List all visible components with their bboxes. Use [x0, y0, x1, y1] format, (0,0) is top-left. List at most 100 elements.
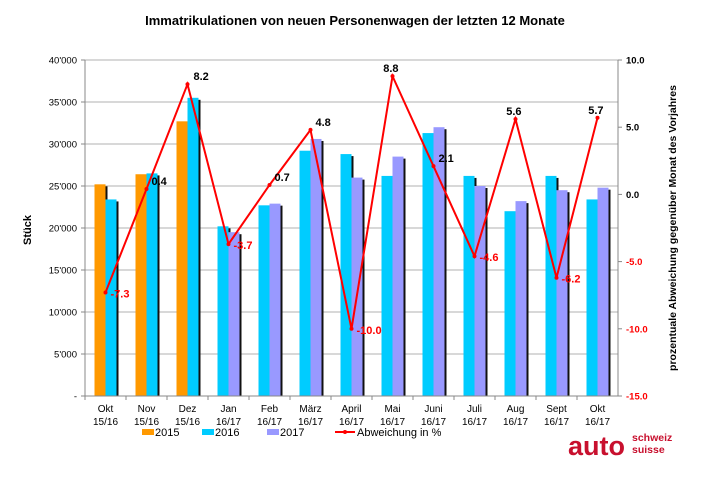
deviation-point: [595, 115, 600, 120]
bar-2016: [586, 199, 598, 396]
deviation-point: [226, 242, 231, 247]
legend-swatch-2016: [202, 429, 214, 435]
x-tick-label: Juli: [467, 404, 482, 415]
bar-2016: [146, 173, 158, 396]
x-tick-label-season: 15/16: [175, 417, 200, 428]
bar-2015: [135, 174, 147, 396]
y-tick-label: 20'000: [49, 224, 77, 235]
legend-label-2015: 2015: [155, 427, 179, 439]
deviation-label: -4.6: [480, 252, 499, 264]
bar-2017: [228, 232, 240, 396]
y2-tick-label: 5.0: [626, 123, 639, 134]
x-tick-label: März: [299, 404, 321, 415]
deviation-point: [554, 275, 559, 280]
deviation-label: 5.6: [506, 106, 521, 118]
bar-2016: [422, 133, 434, 396]
deviation-label: -3.7: [234, 240, 253, 252]
deviation-label: 0.7: [275, 172, 290, 184]
x-tick-label-season: 16/17: [503, 417, 528, 428]
deviation-label: 2.1: [439, 153, 454, 165]
logo-main: auto: [568, 431, 625, 461]
bar-2016: [105, 199, 117, 396]
x-tick-label-season: 16/17: [544, 417, 569, 428]
deviation-label: 0.4: [152, 176, 168, 188]
x-tick-label-season: 16/17: [257, 417, 282, 428]
chart-title: Immatrikulationen von neuen Personenwage…: [145, 13, 565, 28]
deviation-point: [431, 164, 436, 169]
deviation-point: [185, 82, 190, 87]
x-tick-label: Aug: [507, 404, 525, 415]
bar-2016: [299, 150, 311, 396]
bar-2016: [504, 211, 516, 396]
y-tick-label: 5'000: [54, 350, 77, 361]
x-tick-label: Mai: [384, 404, 400, 415]
deviation-label: 4.8: [316, 117, 331, 129]
bar-2015: [94, 184, 106, 396]
x-tick-label-season: 16/17: [421, 417, 446, 428]
legend: 2015 2016 2017 Abweichung in %: [142, 427, 442, 439]
deviation-point: [308, 127, 313, 132]
deviation-label: -10.0: [357, 325, 382, 337]
x-tick-label-season: 16/17: [298, 417, 323, 428]
deviation-point: [349, 326, 354, 331]
deviation-label: 5.7: [588, 105, 603, 117]
y2-tick-label: -15.0: [626, 392, 648, 403]
x-tick-label: Feb: [261, 404, 279, 415]
deviation-label: -7.3: [111, 289, 130, 301]
y-tick-label: 30'000: [49, 140, 77, 151]
bar-2016: [463, 175, 475, 396]
x-tick-label: Juni: [424, 404, 442, 415]
x-tick-label-season: 15/16: [93, 417, 118, 428]
y-tick-label: 35'000: [49, 98, 77, 109]
deviation-label: 8.2: [194, 71, 209, 83]
logo-line1: schweiz: [632, 432, 672, 444]
legend-label-line: Abweichung in %: [357, 427, 442, 439]
x-tick-label: Okt: [590, 404, 606, 415]
y-tick-label: -: [74, 392, 77, 403]
bar-2017: [474, 186, 486, 396]
x-tick-label: Sept: [546, 404, 567, 415]
deviation-label: 8.8: [383, 63, 398, 75]
legend-swatch-2017: [267, 429, 279, 435]
bar-2017: [392, 156, 404, 396]
legend-label-2016: 2016: [215, 427, 239, 439]
x-tick-label: Okt: [98, 404, 114, 415]
legend-swatch-2015: [142, 429, 154, 435]
x-tick-label-season: 16/17: [339, 417, 364, 428]
x-tick-label: Nov: [138, 404, 156, 415]
bar-2016: [381, 175, 393, 396]
bar-2017: [269, 203, 281, 396]
deviation-point: [103, 290, 108, 295]
bar-2017: [433, 127, 445, 396]
legend-label-2017: 2017: [280, 427, 304, 439]
bar-2016: [545, 175, 557, 396]
bar-2017: [515, 201, 527, 396]
x-tick-label: April: [341, 404, 361, 415]
bar-2016: [187, 97, 199, 397]
y-axis-label: Stück: [22, 214, 34, 245]
deviation-point: [144, 187, 149, 192]
y-tick-label: 25'000: [49, 182, 77, 193]
deviation-label: -6.2: [562, 274, 581, 286]
x-tick-label-season: 15/16: [134, 417, 159, 428]
bars: [94, 97, 611, 397]
axes: - 5'000 10'000 15'000 20'000 25'000 30'000 35'0…: [49, 56, 648, 429]
y2-tick-label: -5.0: [626, 257, 642, 268]
y-tick-label: 10'000: [49, 308, 77, 319]
deviation-point: [472, 254, 477, 259]
y2-tick-label: 10.0: [626, 56, 645, 67]
bar-2015: [176, 121, 188, 396]
x-tick-label: Dez: [179, 404, 197, 415]
deviation-point: [513, 117, 518, 122]
y2-tick-label: 0.0: [626, 190, 639, 201]
logo-line2: suisse: [632, 444, 665, 456]
legend-line-marker: [343, 430, 347, 434]
x-tick-label-season: 16/17: [585, 417, 610, 428]
x-tick-label-season: 16/17: [380, 417, 405, 428]
bar-2017: [310, 138, 322, 396]
bar-2017: [351, 177, 363, 396]
bar-2017: [597, 187, 609, 396]
logo: auto schweiz suisse: [568, 431, 672, 461]
